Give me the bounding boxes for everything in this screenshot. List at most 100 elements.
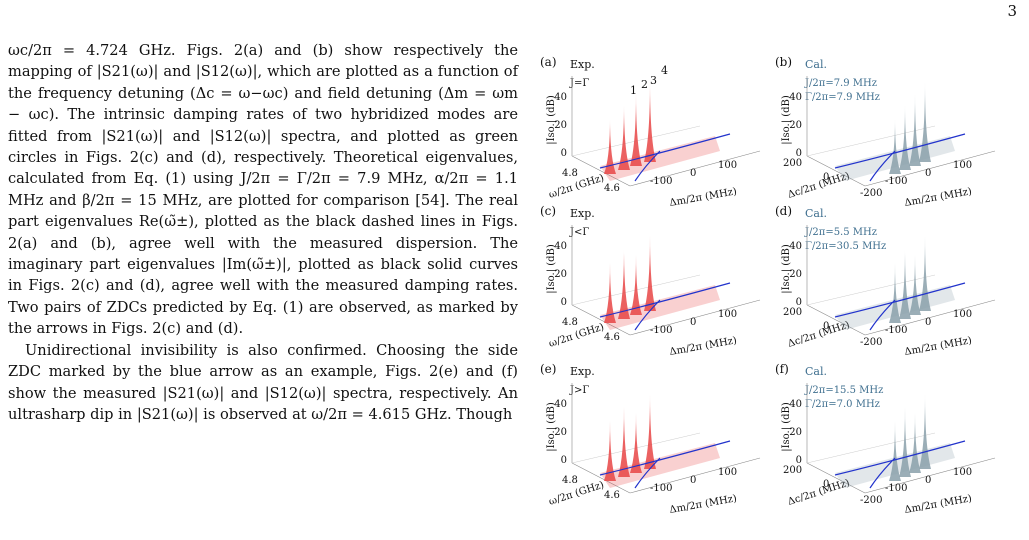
z-tick: 40 <box>789 241 802 252</box>
surface <box>835 236 955 330</box>
x-tick: -100 <box>650 483 672 494</box>
x-tick: -100 <box>885 325 907 336</box>
panel-condition-2: Γ/2π=30.5 MHz <box>805 241 886 252</box>
dispersion-curve <box>634 299 661 331</box>
x-axis-label: Δm/2π (MHz) <box>669 335 738 358</box>
x-tick: 0 <box>690 475 696 486</box>
panel-condition: J/2π=15.5 MHz <box>804 385 883 396</box>
dispersion-curve <box>869 299 896 331</box>
panel-d: (d) Cal. J/2π=5.5 MHz Γ/2π=30.5 MHz 0 20 40 |Is… <box>775 204 1015 365</box>
y-tick: -200 <box>860 337 882 348</box>
panel-tag: (e) <box>540 362 556 376</box>
peak <box>618 407 630 477</box>
panel-tag: (a) <box>540 55 557 69</box>
x-tick: -100 <box>650 176 672 187</box>
surface <box>600 236 720 330</box>
x-tick: -100 <box>650 325 672 336</box>
panel-condition-2: Γ/2π=7.0 MHz <box>805 399 880 410</box>
peak <box>604 119 616 174</box>
z-tick: 0 <box>796 148 802 159</box>
z-tick: 40 <box>789 399 802 410</box>
panel-plot: (f) Cal. J/2π=15.5 MHz Γ/2π=7.0 MHz 0 20 40|Is… <box>775 362 996 516</box>
x-tick: 100 <box>953 467 972 478</box>
panel-kind: Exp. <box>570 207 595 220</box>
paragraph: ωc/2π = 4.724 GHz. Figs. 2(a) and (b) sh… <box>8 42 518 338</box>
panel-condition: J<Γ <box>569 227 589 238</box>
z-axis-label: |Iso.| (dB) <box>781 244 792 294</box>
y-tick: 4.8 <box>562 168 578 179</box>
panel-a: (a) Exp. J=Γ 0 20 40 |Iso.| (dB) 4.8 4.6 ω/2π (GH… <box>540 55 780 216</box>
z-tick: 0 <box>561 297 567 308</box>
x-axis-label: Δm/2π (MHz) <box>904 335 973 358</box>
x-tick: 100 <box>718 309 737 320</box>
y-tick: 4.6 <box>604 183 620 194</box>
peak-label: 2 <box>641 78 648 91</box>
z-tick: 40 <box>554 92 567 103</box>
z-tick: 20 <box>789 427 802 438</box>
panel-kind: Exp. <box>570 365 595 378</box>
panel-b: (b) Cal. J/2π=7.9 MHz Γ/2π=7.9 MHz 0 20 40 |Iso… <box>775 55 1015 216</box>
peak <box>630 94 642 166</box>
z-tick: 0 <box>796 297 802 308</box>
peak <box>644 82 656 162</box>
x-tick: -100 <box>885 483 907 494</box>
z-tick: 20 <box>554 120 567 131</box>
x-tick: 100 <box>953 160 972 171</box>
peak <box>644 394 656 469</box>
x-tick: 100 <box>953 309 972 320</box>
panel-c: (c) Exp. J<Γ 0 20 40 |Iso.| (dB) 4.8 4.6 ω/2π (GH… <box>540 204 780 365</box>
x-tick: 100 <box>718 160 737 171</box>
peak <box>618 105 630 170</box>
panel-f: (f) Cal. J/2π=15.5 MHz Γ/2π=7.0 MHz 0 20 40 |Is… <box>775 362 1015 523</box>
peak <box>909 255 921 315</box>
peak-label: 4 <box>661 64 668 77</box>
z-tick: 20 <box>789 120 802 131</box>
peak <box>644 236 656 311</box>
peak <box>889 119 901 174</box>
dispersion-curve <box>869 150 896 182</box>
z-axis-label: |Iso.| (dB) <box>546 402 557 452</box>
x-axis-label: Δm/2π (MHz) <box>904 493 973 516</box>
panel-tag: (c) <box>540 204 556 218</box>
peak <box>889 263 901 323</box>
peak <box>618 249 630 319</box>
y-tick: 4.8 <box>562 475 578 486</box>
peak <box>630 255 642 315</box>
peak-label: 3 <box>650 74 657 87</box>
dispersion-curve <box>634 457 661 489</box>
surface <box>600 394 720 488</box>
text-column: ωc/2π = 4.724 GHz. Figs. 2(a) and (b) sh… <box>8 40 518 425</box>
z-axis-label: |Iso.| (dB) <box>781 402 792 452</box>
peak <box>909 413 921 473</box>
y-tick: 0 <box>823 321 829 332</box>
peak <box>919 394 931 469</box>
x-tick: 0 <box>690 168 696 179</box>
x-tick: 100 <box>718 467 737 478</box>
peak <box>899 105 911 170</box>
y-tick: 0 <box>823 479 829 490</box>
panel-kind: Exp. <box>570 58 595 71</box>
z-axis-label: |Iso.| (dB) <box>546 95 557 145</box>
z-tick: 40 <box>554 399 567 410</box>
x-tick: 0 <box>690 317 696 328</box>
panel-kind: Cal. <box>805 365 827 378</box>
z-axis-label: |Iso.| (dB) <box>781 95 792 145</box>
y-tick: 0 <box>823 172 829 183</box>
panel-kind: Cal. <box>805 58 827 71</box>
panel-kind: Cal. <box>805 207 827 220</box>
y-tick: -200 <box>860 495 882 506</box>
y-tick: 4.6 <box>604 490 620 501</box>
y-tick: 200 <box>783 158 802 169</box>
dispersion-curve <box>634 150 661 182</box>
x-tick: 0 <box>925 168 931 179</box>
panel-tag: (b) <box>775 55 792 69</box>
y-tick: 200 <box>783 465 802 476</box>
peak <box>899 407 911 477</box>
y-tick: -200 <box>860 188 882 199</box>
peak-label: 1 <box>630 84 637 97</box>
x-tick: 0 <box>925 475 931 486</box>
peak <box>889 421 901 481</box>
surface <box>835 394 955 488</box>
